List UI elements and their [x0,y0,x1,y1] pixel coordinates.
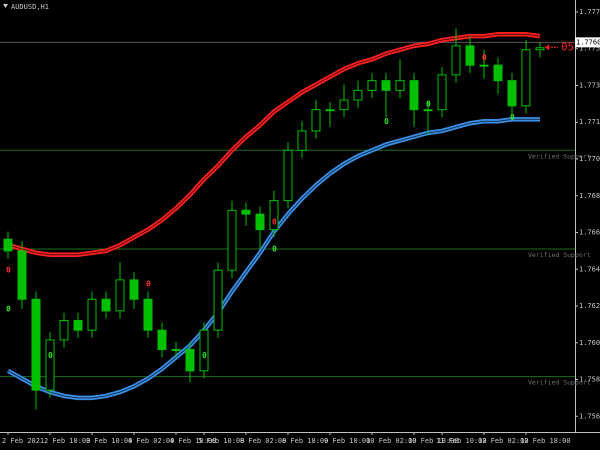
signal-label: 0 [48,351,53,360]
y-tick-label: 1.77005 [579,155,600,163]
x-tick-label: 2 Feb 18:00 [44,437,90,445]
candle-body [59,320,69,341]
x-tick-label: 11 Feb 10:00 [436,437,487,445]
candle-body [381,80,391,91]
symbol-menu-icon [3,4,8,8]
y-tick-label: 1.76815 [579,192,600,200]
y-tick-label: 1.76245 [579,302,600,310]
signal-label: 0 [482,53,487,62]
y-tick-label: 1.77195 [579,118,600,126]
support-label: Verified Support [528,379,591,387]
y-tick-label: 1.76435 [579,265,600,273]
x-tick-label: 8 Feb 02:00 [240,437,286,445]
candle-body [241,209,251,215]
candle-body [185,349,195,372]
signal-label: 0 [384,117,389,126]
y-tick-label: 1.75865 [579,376,600,384]
candle-body [409,80,419,111]
candle-body [101,298,111,312]
candle-body [143,298,153,331]
x-tick-label: 3 Feb 10:00 [86,437,132,445]
candle-body [395,80,405,91]
y-tick-label: 1.75675 [579,412,600,420]
x-tick-label: 10 Feb 18:00 [408,437,459,445]
candle-body [115,279,125,312]
candle-body [535,47,545,51]
symbol-label: AUDUSD,H1 [11,3,49,11]
y-tick-label: 1.76625 [579,229,600,237]
candle-body [493,64,503,82]
y-tick-label: 1.77385 [579,81,600,89]
x-tick-label: 4 Feb 02:00 [128,437,174,445]
candle-body [255,213,265,231]
band-line-inner [7,33,541,256]
candle-body [353,89,363,101]
price-tag [575,37,600,48]
x-tick-label: 4 Feb 18:00 [170,437,216,445]
candle-body [269,200,279,231]
price-tag-label: 1.77608 [576,38,600,46]
candle-body [213,269,223,331]
candle-body [227,209,237,271]
candle-body [423,109,433,112]
signal-label: 0 [202,351,207,360]
candle-body [17,250,27,300]
signal-label: 0 [272,217,277,226]
candle-body [3,238,13,252]
candle-body [87,298,97,331]
candle-body [437,74,447,111]
signal-label: 0 [272,244,277,253]
candle-body [479,64,489,67]
candle-body [171,349,181,352]
candle-body [339,99,349,111]
y-tick-label: 1.77765 [579,8,600,16]
signal-label: 0 [6,304,11,313]
x-tick-label: 12 Feb 02:00 [478,437,529,445]
candle-body [507,80,517,107]
support-label: Verified Support [528,152,591,160]
candle-body [521,49,531,107]
candle-body [297,130,307,151]
signal-label: 0 [6,266,11,275]
y-tick-label: 1.77575 [579,45,600,53]
candle-body [157,329,167,351]
candle-body [45,339,55,391]
x-tick-label: 2 Feb 2021 [2,437,44,445]
candle-body [199,329,209,372]
x-tick-label: 12 Feb 18:00 [520,437,571,445]
annotation-arrowhead [545,44,549,51]
candle-body [73,320,83,331]
x-tick-label: 5 Feb 10:00 [198,437,244,445]
candle-body [465,45,475,66]
support-label: Verified Support [528,251,591,259]
y-tick-label: 1.76055 [579,339,600,347]
x-tick-label: 10 Feb 02:00 [366,437,417,445]
candle-body [283,149,293,202]
candle-body [325,109,335,112]
candle-body [451,45,461,76]
annotation: 05 [561,40,574,53]
x-tick-label: 8 Feb 18:00 [282,437,328,445]
signal-label: 0 [146,279,151,288]
candle-body [31,298,41,391]
candle-body [367,80,377,91]
signal-label: 0 [426,99,431,108]
candle-body [129,279,139,300]
signal-label: 0 [510,113,515,122]
x-tick-label: 9 Feb 10:00 [324,437,370,445]
candle-body [311,109,321,132]
